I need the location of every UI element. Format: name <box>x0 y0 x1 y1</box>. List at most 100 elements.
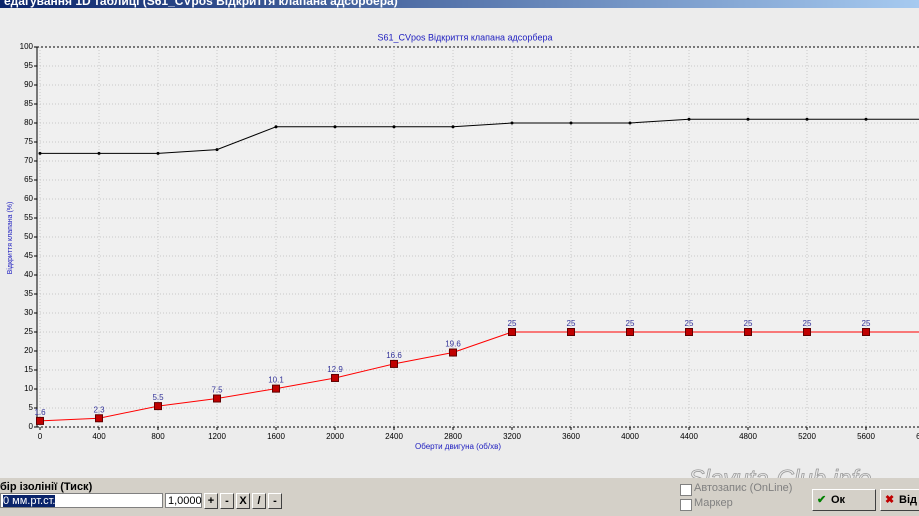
data-label: 25 <box>508 319 517 328</box>
point <box>685 328 693 336</box>
x-tick-label: 2800 <box>444 432 462 441</box>
point <box>215 148 219 152</box>
step-input[interactable]: 1,0000 <box>165 493 202 508</box>
cancel-icon: ✖ <box>885 494 895 506</box>
y-tick-label: 50 <box>24 232 33 241</box>
x-tick-label: 5600 <box>857 432 875 441</box>
x-tick-label: 6000 <box>916 432 919 441</box>
point <box>272 384 280 393</box>
data-label: 1.6 <box>34 408 46 417</box>
y-tick-label: 95 <box>24 61 33 70</box>
checkbox-label: Маркер <box>694 497 733 509</box>
tool-button[interactable]: X <box>236 493 250 509</box>
point <box>510 121 514 125</box>
x-tick-label: 2000 <box>326 432 344 441</box>
data-label: 19.6 <box>445 340 461 349</box>
x-tick-label: 400 <box>92 432 106 441</box>
data-label: 5.5 <box>152 393 164 402</box>
y-tick-label: 55 <box>24 213 33 222</box>
cancel-button[interactable]: ✖ Від <box>880 489 919 511</box>
y-tick-label: 65 <box>24 175 33 184</box>
data-label: 25 <box>862 319 871 328</box>
y-axis-label: Відкриття клапана (%) <box>6 202 14 275</box>
chart: S61_CVpos Відкриття клапана адсорбера Об… <box>0 8 919 478</box>
point <box>569 121 573 125</box>
data-label: 10.1 <box>268 376 284 385</box>
tool-button[interactable]: / <box>252 493 266 509</box>
checkbox[interactable] <box>680 484 692 496</box>
ok-icon: ✔ <box>817 494 827 506</box>
ok-button[interactable]: ✔ Ок <box>812 489 876 511</box>
tool-button[interactable]: - <box>268 493 282 509</box>
x-tick-label: 800 <box>151 432 165 441</box>
point <box>156 151 160 155</box>
data-label: 25 <box>567 319 576 328</box>
point <box>864 117 868 121</box>
data-label: 12.9 <box>327 365 343 374</box>
y-tick-label: 40 <box>24 270 33 279</box>
isoline-select[interactable]: 0 мм.рт.ст. <box>0 493 163 508</box>
x-tick-label: 3600 <box>562 432 580 441</box>
cancel-label: Від <box>899 494 917 506</box>
x-tick-label: 4800 <box>739 432 757 441</box>
data-label: 25 <box>744 319 753 328</box>
x-tick-label: 1600 <box>267 432 285 441</box>
checkbox-label: Автозапис (OnLine) <box>694 482 793 494</box>
x-axis-label: Оберти двигуна (об/хв) <box>415 442 501 451</box>
y-tick-label: 90 <box>24 80 33 89</box>
chart-title: S61_CVpos Відкриття клапана адсорбера <box>378 32 553 42</box>
data-label: 25 <box>685 319 694 328</box>
point <box>154 402 162 411</box>
isoline-label: бір ізолінії (Тиск) <box>0 481 93 493</box>
y-tick-label: 85 <box>24 99 33 108</box>
point <box>392 125 396 129</box>
point <box>862 328 870 336</box>
point <box>508 328 516 336</box>
x-tick-label: 5200 <box>798 432 816 441</box>
y-tick-label: 10 <box>24 384 33 393</box>
data-label: 25 <box>626 319 635 328</box>
point <box>805 117 809 121</box>
point <box>628 121 632 125</box>
point <box>36 416 44 425</box>
series-line <box>40 118 919 154</box>
checkbox[interactable] <box>680 499 692 511</box>
y-tick-label: 45 <box>24 251 33 260</box>
y-tick-label: 30 <box>24 308 33 317</box>
point <box>567 328 575 336</box>
data-label: 2.3 <box>93 405 105 414</box>
data-label: 16.6 <box>386 351 402 360</box>
tool-button[interactable]: - <box>220 493 234 509</box>
point <box>331 373 339 382</box>
point <box>451 125 455 129</box>
data-label: 7.5 <box>211 386 223 395</box>
y-tick-label: 15 <box>24 365 33 374</box>
point <box>803 328 811 336</box>
x-tick-label: 4000 <box>621 432 639 441</box>
window-title: едагування 1D таблиці (S61_CVpos Відкрит… <box>0 0 919 8</box>
x-tick-label: 1200 <box>208 432 226 441</box>
point <box>744 328 752 336</box>
point <box>95 414 103 423</box>
select-value: 0 мм.рт.ст. <box>3 495 56 507</box>
point <box>333 125 337 129</box>
point <box>449 348 457 357</box>
tool-button[interactable]: + <box>204 493 218 509</box>
point <box>687 117 691 121</box>
point <box>390 359 398 368</box>
y-tick-label: 80 <box>24 118 33 127</box>
watermark: Slavuta-Club.info <box>689 465 872 478</box>
y-tick-label: 60 <box>24 194 33 203</box>
point <box>213 394 221 403</box>
x-tick-label: 3200 <box>503 432 521 441</box>
y-tick-label: 5 <box>29 403 34 412</box>
point <box>38 151 42 155</box>
x-tick-label: 0 <box>38 432 43 441</box>
ok-label: Ок <box>831 494 846 506</box>
x-tick-label: 4400 <box>680 432 698 441</box>
series-line <box>39 331 919 422</box>
data-label: 25 <box>803 319 812 328</box>
y-tick-label: 25 <box>24 327 33 336</box>
y-tick-label: 75 <box>24 137 33 146</box>
